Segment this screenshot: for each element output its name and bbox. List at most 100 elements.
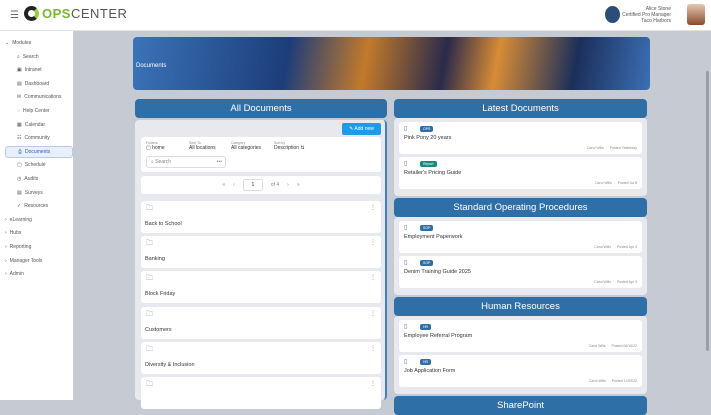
chevron-right-icon: › (5, 230, 7, 237)
document-meta: Carol Wills Posted Apr 3 (588, 280, 637, 284)
main: Documents All Documents ✎ Add new Folder… (73, 31, 711, 415)
sidebar-item-dashboard[interactable]: ▤ Dashboard (17, 78, 49, 90)
sidebar-item-icon: ▤ (17, 189, 22, 196)
sidebar-item-label: Dashboard (24, 80, 50, 87)
document-item[interactable]: ▯ OPS Pink Pony 20 years Carol Wills Posted … (399, 122, 642, 154)
sidebar-item-label: Surveys (24, 189, 43, 196)
document-item[interactable]: ▯ Report Retailer's Pricing Guide Carol Wil… (399, 157, 642, 189)
folder-item[interactable]: 🗀 Customers ⋮ (141, 306, 381, 339)
sidebar-item-communications[interactable]: ✉ Communications (17, 91, 61, 103)
sidebar-item-audits[interactable]: ◷ Audits (17, 173, 38, 185)
folder-name: Block Friday (145, 291, 176, 298)
sidebar-section-modules[interactable]: ⌄ Modules (5, 37, 31, 49)
folder-icon: 🗀 (146, 381, 153, 388)
sidebar-group-elearning[interactable]: › eLearning (5, 214, 32, 226)
chevron-right-icon: › (5, 271, 7, 278)
category-tag: HR (420, 359, 432, 365)
more-options-icon[interactable]: ⋮ (370, 345, 376, 352)
author: Carol Wills (595, 181, 612, 185)
sidebar-item-search[interactable]: ⌕ Search (17, 51, 39, 63)
avatar[interactable] (687, 4, 705, 25)
sidebar-item-icon: ⌕ (17, 53, 20, 60)
file-icon: ▯ (404, 260, 408, 266)
sidebar-item-icon: ◌ (17, 108, 20, 114)
sidebar-item-label: Audits (24, 176, 39, 182)
sidebar-group-hubs[interactable]: › Hubs (5, 227, 21, 239)
document-item[interactable]: ▯ HR Job Application Form Carol Wills Posted… (399, 355, 642, 387)
document-item[interactable]: ▯ SOP Employment Paperwork Carol Wills Poste… (399, 221, 642, 253)
chevron-right-icon: › (5, 244, 7, 250)
sidebar-item-icon: ☷ (17, 135, 22, 142)
more-options-icon[interactable]: ⋮ (370, 240, 376, 247)
user-info[interactable]: Alice Stone Certified Pro Manager Taco H… (622, 6, 671, 24)
folder-name: Back to School (145, 221, 182, 227)
sidebar: ⌄ Modules ⌕ Search ▣ Intranet ▤ Dashboard ✉ Commu… (0, 31, 73, 400)
sidebar-item-schedule[interactable]: ▢ Schedule (17, 159, 46, 171)
document-item[interactable]: ▯ HR Employee Referral Program Carol Wills P… (399, 320, 642, 352)
file-icon: ▯ (404, 126, 408, 132)
chevron-right-icon: › (5, 216, 7, 223)
author: Carol Wills (587, 146, 604, 150)
first-page-button[interactable]: « (222, 182, 226, 188)
posted-date: Posted Yesterday (609, 146, 637, 150)
more-options-icon[interactable]: ⋮ (370, 275, 376, 282)
author: Carol Wills (589, 379, 606, 383)
folder-item[interactable]: 🗀 Diversity & Inclusion ⋮ (141, 341, 381, 374)
sidebar-item-label: Communications (24, 94, 62, 101)
sidebar-item-icon: ▦ (17, 121, 22, 128)
sidebar-item-calendar[interactable]: ▦ Calendar (17, 119, 45, 131)
sidebar-item-intranet[interactable]: ▣ Intranet (17, 64, 42, 76)
sent-to-filter[interactable]: Sent To All locations (189, 141, 216, 151)
sidebar-item-label: Resources (24, 203, 49, 210)
last-page-button[interactable]: » (296, 182, 300, 188)
section-header-standard-operating-procedures: Standard Operating Procedures (394, 198, 647, 217)
sidebar-item-documents[interactable]: ⎙ Documents (5, 145, 73, 158)
category-tag: HR (420, 324, 432, 330)
sidebar-group-admin[interactable]: › Admin (5, 268, 24, 280)
menu-icon[interactable]: ☰ (10, 10, 19, 21)
sidebar-group-reporting[interactable]: › Reporting (5, 241, 31, 253)
sidebar-item-surveys[interactable]: ▤ Surveys (17, 187, 43, 199)
folder-item[interactable]: 🗀 Banking ⋮ (141, 236, 381, 269)
sidebar-item-label: Calendar (24, 121, 46, 128)
folder-icon: 🗀 (146, 205, 153, 212)
search-input[interactable]: ⌕ Search ••• (146, 156, 226, 168)
document-item[interactable]: ▯ SOP Denim Training Guide 2025 Carol Wills… (399, 256, 642, 288)
file-icon: ▯ (404, 161, 408, 167)
document-name: Employee Referral Program (404, 333, 473, 339)
add-new-button[interactable]: ✎ Add new (342, 123, 381, 135)
category-tag: SOP (420, 225, 434, 231)
folder-item[interactable]: 🗀 Back to School ⋮ (141, 201, 381, 233)
sidebar-group-manager-tools[interactable]: › Manager Tools (5, 255, 42, 267)
folder-item[interactable]: 🗀 Block Friday ⋮ (141, 271, 381, 304)
author: Carol Wills (594, 280, 611, 284)
chevron-down-icon: ⌄ (5, 40, 10, 46)
posted-date: Posted Jul 8 (617, 181, 637, 185)
folder-name: Banking (145, 256, 165, 263)
more-options-icon[interactable]: ⋮ (370, 205, 376, 211)
sidebar-item-resources[interactable]: ✓ Resources (17, 200, 48, 212)
all-documents-header: All Documents (135, 99, 387, 118)
sort-filter[interactable]: Sort by Description ⇅ (274, 141, 305, 151)
sidebar-item-community[interactable]: ☷ Community (17, 132, 50, 144)
section-header-human-resources: Human Resources (394, 297, 647, 316)
sidebar-item-help-center[interactable]: ◌ Help Center (17, 105, 50, 117)
page-input[interactable]: 1 (242, 179, 263, 191)
sidebar-group-label: Manager Tools (9, 257, 43, 264)
folder-item[interactable]: 🗀 ⋮ (141, 377, 381, 409)
more-options-icon[interactable]: ⋮ (370, 381, 376, 387)
document-name: Job Application Form (404, 368, 456, 374)
sidebar-section-label: Modules (12, 40, 32, 46)
document-meta: Carol Wills Posted Yesterday (581, 146, 637, 150)
more-options-icon[interactable]: ⋮ (370, 310, 376, 317)
category-filter[interactable]: Category All categories (231, 141, 262, 151)
folder-icon: 🗀 (146, 240, 153, 248)
folder-filter[interactable]: Folders ▢ home (146, 141, 165, 151)
sidebar-group-label: Hubs (9, 230, 22, 237)
file-icon: ▯ (404, 225, 408, 231)
prev-page-button[interactable]: ‹ (233, 182, 235, 188)
scrollbar[interactable] (706, 71, 709, 351)
next-page-button[interactable]: › (287, 182, 289, 188)
logo[interactable]: OPSCENTER (24, 6, 127, 21)
pagination: «‹ 1 of 4 ›» (141, 176, 381, 194)
